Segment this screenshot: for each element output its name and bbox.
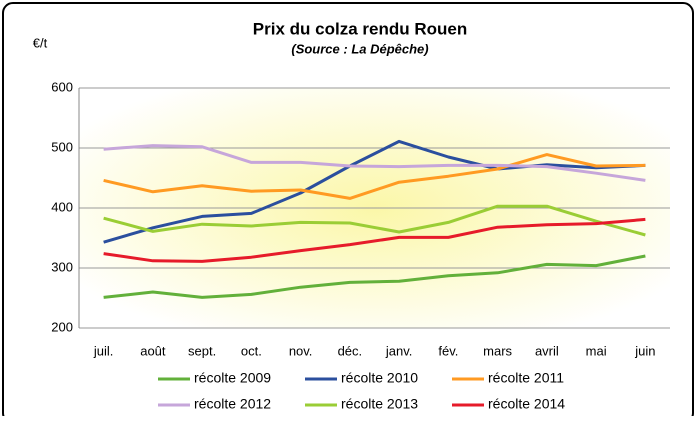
series-line <box>103 217 646 263</box>
chart-title: Prix du colza rendu Rouen <box>253 19 467 38</box>
series-line <box>103 153 646 200</box>
legend-label: récolte 2013 <box>341 396 418 412</box>
legend-label: récolte 2009 <box>194 370 271 386</box>
y-tick-label: 300 <box>51 259 73 274</box>
x-tick-label: août <box>140 343 166 358</box>
x-tick-label: janv. <box>385 343 413 358</box>
series-line <box>103 144 646 182</box>
x-tick-label: nov. <box>289 343 313 358</box>
legend-label: récolte 2014 <box>488 396 565 412</box>
y-axis-label: €/t <box>33 35 48 50</box>
x-tick-label: oct. <box>241 343 262 358</box>
x-tick-label: avril <box>535 343 559 358</box>
y-tick-label: 400 <box>51 199 73 214</box>
x-tick-label: déc. <box>338 343 363 358</box>
series-line <box>103 254 646 299</box>
y-tick-label: 200 <box>51 319 73 334</box>
x-tick-label: mai <box>586 343 607 358</box>
x-tick-label: sept. <box>188 343 216 358</box>
x-tick-label: mars <box>483 343 512 358</box>
series-line <box>103 139 646 244</box>
series-line <box>103 204 646 237</box>
y-tick-label: 600 <box>51 79 73 94</box>
legend-label: récolte 2011 <box>488 370 564 386</box>
x-tick-label: juil. <box>93 343 114 358</box>
legend-label: récolte 2012 <box>194 396 271 412</box>
x-tick-label: juin <box>634 343 655 358</box>
x-tick-label: fév. <box>438 343 458 358</box>
chart-subtitle: (Source : La Dépêche) <box>291 41 428 56</box>
legend-label: récolte 2010 <box>341 370 418 386</box>
y-tick-label: 500 <box>51 139 73 154</box>
